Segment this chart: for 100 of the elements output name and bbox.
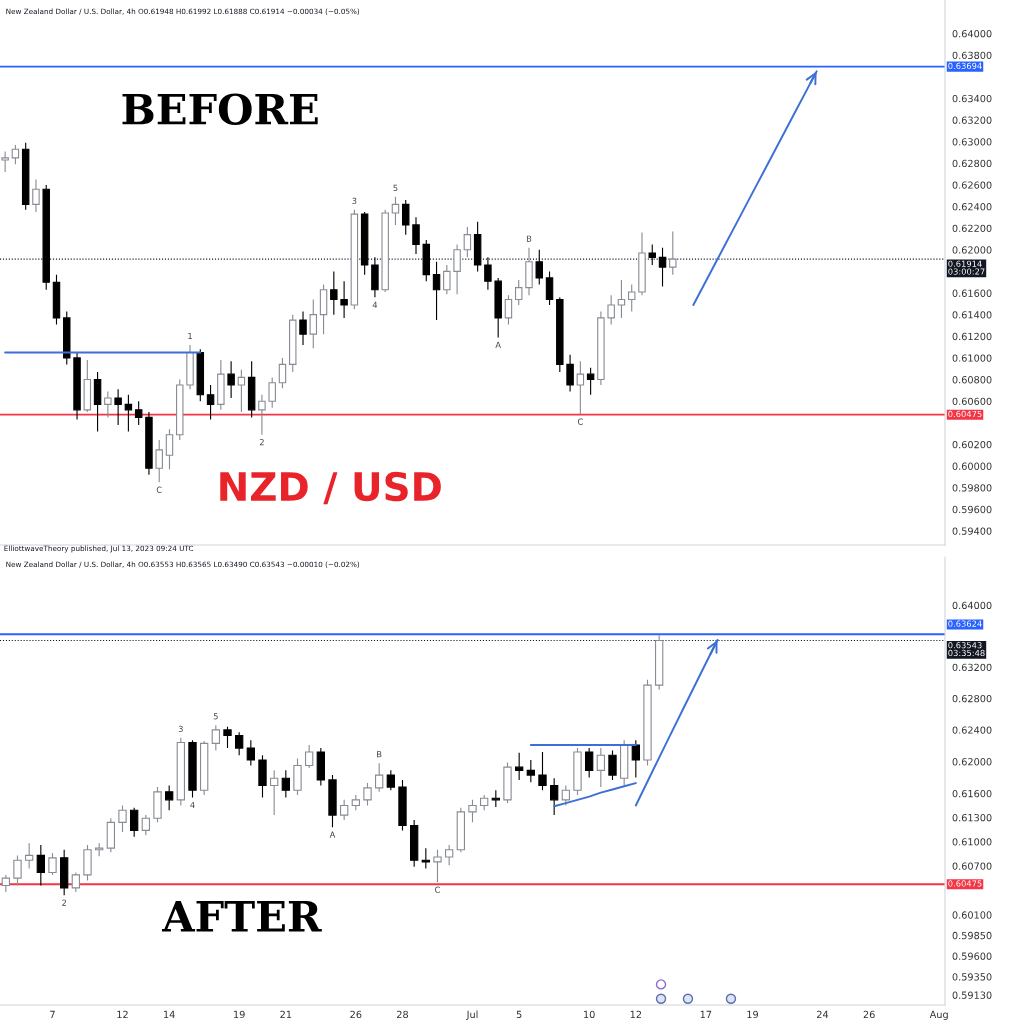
y-tick-label: 0.59130: [952, 991, 992, 999]
candlestick: [597, 310, 605, 386]
x-tick-label: Aug: [929, 1010, 948, 1020]
x-tick-label: 19: [234, 1010, 245, 1019]
candlestick: [94, 842, 104, 857]
x-tick-label: 5: [516, 1010, 522, 1019]
candlestick: [412, 216, 420, 255]
candlestick: [246, 739, 256, 767]
x-tick-label: 26: [863, 1010, 875, 1019]
candlestick: [11, 144, 20, 165]
candlestick: [1, 150, 9, 173]
candlestick: [59, 849, 69, 896]
candlestick: [339, 799, 349, 821]
candlestick: [561, 784, 571, 807]
candlestick: [409, 819, 419, 868]
x-tick-label: 7: [50, 1010, 55, 1018]
candlestick: [186, 344, 194, 390]
text: C: [577, 418, 583, 425]
candlestick: [36, 844, 46, 887]
y-tick-label: 0.63200: [952, 663, 992, 672]
candlestick: [145, 411, 153, 476]
text: 2: [259, 439, 264, 446]
candlestick: [269, 769, 279, 816]
candlestick: [106, 817, 116, 853]
candlestick: [83, 359, 92, 413]
y-tick-label: 0.60100: [952, 911, 992, 919]
candlestick: [525, 247, 533, 296]
candlestick: [363, 782, 372, 807]
x-tick-label: 12: [630, 1010, 642, 1018]
candlestick: [234, 731, 244, 756]
candlestick: [514, 752, 524, 781]
candlestick: [433, 849, 442, 883]
candlestick: [371, 256, 379, 298]
candlestick: [401, 199, 410, 236]
candlestick: [638, 231, 646, 296]
candlestick: [188, 739, 197, 799]
candlestick: [596, 747, 606, 788]
candlestick: [643, 679, 652, 767]
candlestick: [52, 274, 61, 325]
candlestick: [268, 376, 276, 409]
candlestick: [316, 747, 326, 787]
candlestick: [608, 749, 617, 781]
candlestick: [124, 394, 133, 433]
text: 5: [213, 713, 218, 720]
candlestick: [479, 794, 489, 811]
candlestick: [340, 280, 348, 319]
text: 2: [62, 899, 66, 906]
candlestick: [484, 256, 492, 291]
text: A: [329, 831, 336, 838]
y-tick-label: 0.63200: [952, 116, 992, 124]
candlestick: [309, 298, 318, 349]
candlestick: [281, 769, 291, 799]
y-tick-label: 0.62800: [952, 694, 992, 703]
candlestick: [535, 249, 544, 285]
x-tick-label: 21: [280, 1010, 292, 1018]
candlestick: [432, 261, 441, 321]
candlestick: [617, 279, 626, 319]
candlestick: [504, 294, 513, 325]
text: 3: [352, 197, 357, 204]
y-tick-label: 0.59350: [952, 973, 992, 981]
candlestick: [227, 360, 235, 399]
candlestick: [473, 221, 482, 272]
candlestick: [360, 211, 369, 276]
candlestick: [48, 852, 57, 876]
y-tick-label: 0.59600: [952, 952, 992, 960]
y-tick-label: 0.61000: [952, 354, 992, 362]
candlestick: [258, 394, 266, 436]
candlestick: [386, 769, 396, 791]
candlestick: [32, 178, 40, 213]
candlestick: [456, 807, 466, 853]
candlestick: [289, 314, 297, 373]
candlestick: [129, 807, 139, 838]
text: 5: [393, 184, 398, 192]
candlestick: [494, 277, 502, 338]
y-tick-label: 0.62600: [952, 181, 992, 189]
y-tick-label: 0.64000: [952, 601, 992, 610]
candlestick: [299, 310, 307, 346]
candlestick: [293, 757, 302, 796]
candlestick: [73, 351, 81, 421]
y-tick-label: 0.63400: [952, 94, 992, 103]
candlestick: [1, 874, 11, 893]
y-tick-label: 0.62200: [952, 224, 992, 232]
candlestick: [627, 283, 636, 312]
candlestick: [93, 371, 102, 433]
text: C: [435, 886, 440, 893]
candlestick: [164, 784, 174, 811]
y-tick-label: 0.60200: [952, 440, 992, 449]
ref-line-label: 0.63543 03:35:48: [948, 642, 985, 657]
y-tick-label: 0.62800: [952, 159, 992, 168]
candlestick: [654, 634, 664, 691]
y-tick-label: 0.61000: [952, 838, 992, 846]
y-tick-label: 0.59600: [952, 505, 992, 514]
candlestick: [468, 799, 477, 823]
candlestick: [648, 243, 656, 266]
candlestick: [381, 209, 389, 293]
candlestick: [391, 196, 400, 226]
candlestick: [538, 751, 547, 791]
candlestick: [422, 239, 431, 282]
text: 1: [188, 332, 192, 340]
candlestick: [247, 360, 256, 418]
